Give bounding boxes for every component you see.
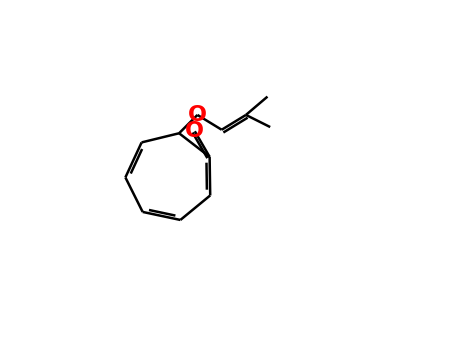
Text: O: O (188, 105, 207, 125)
Text: O: O (185, 121, 204, 141)
